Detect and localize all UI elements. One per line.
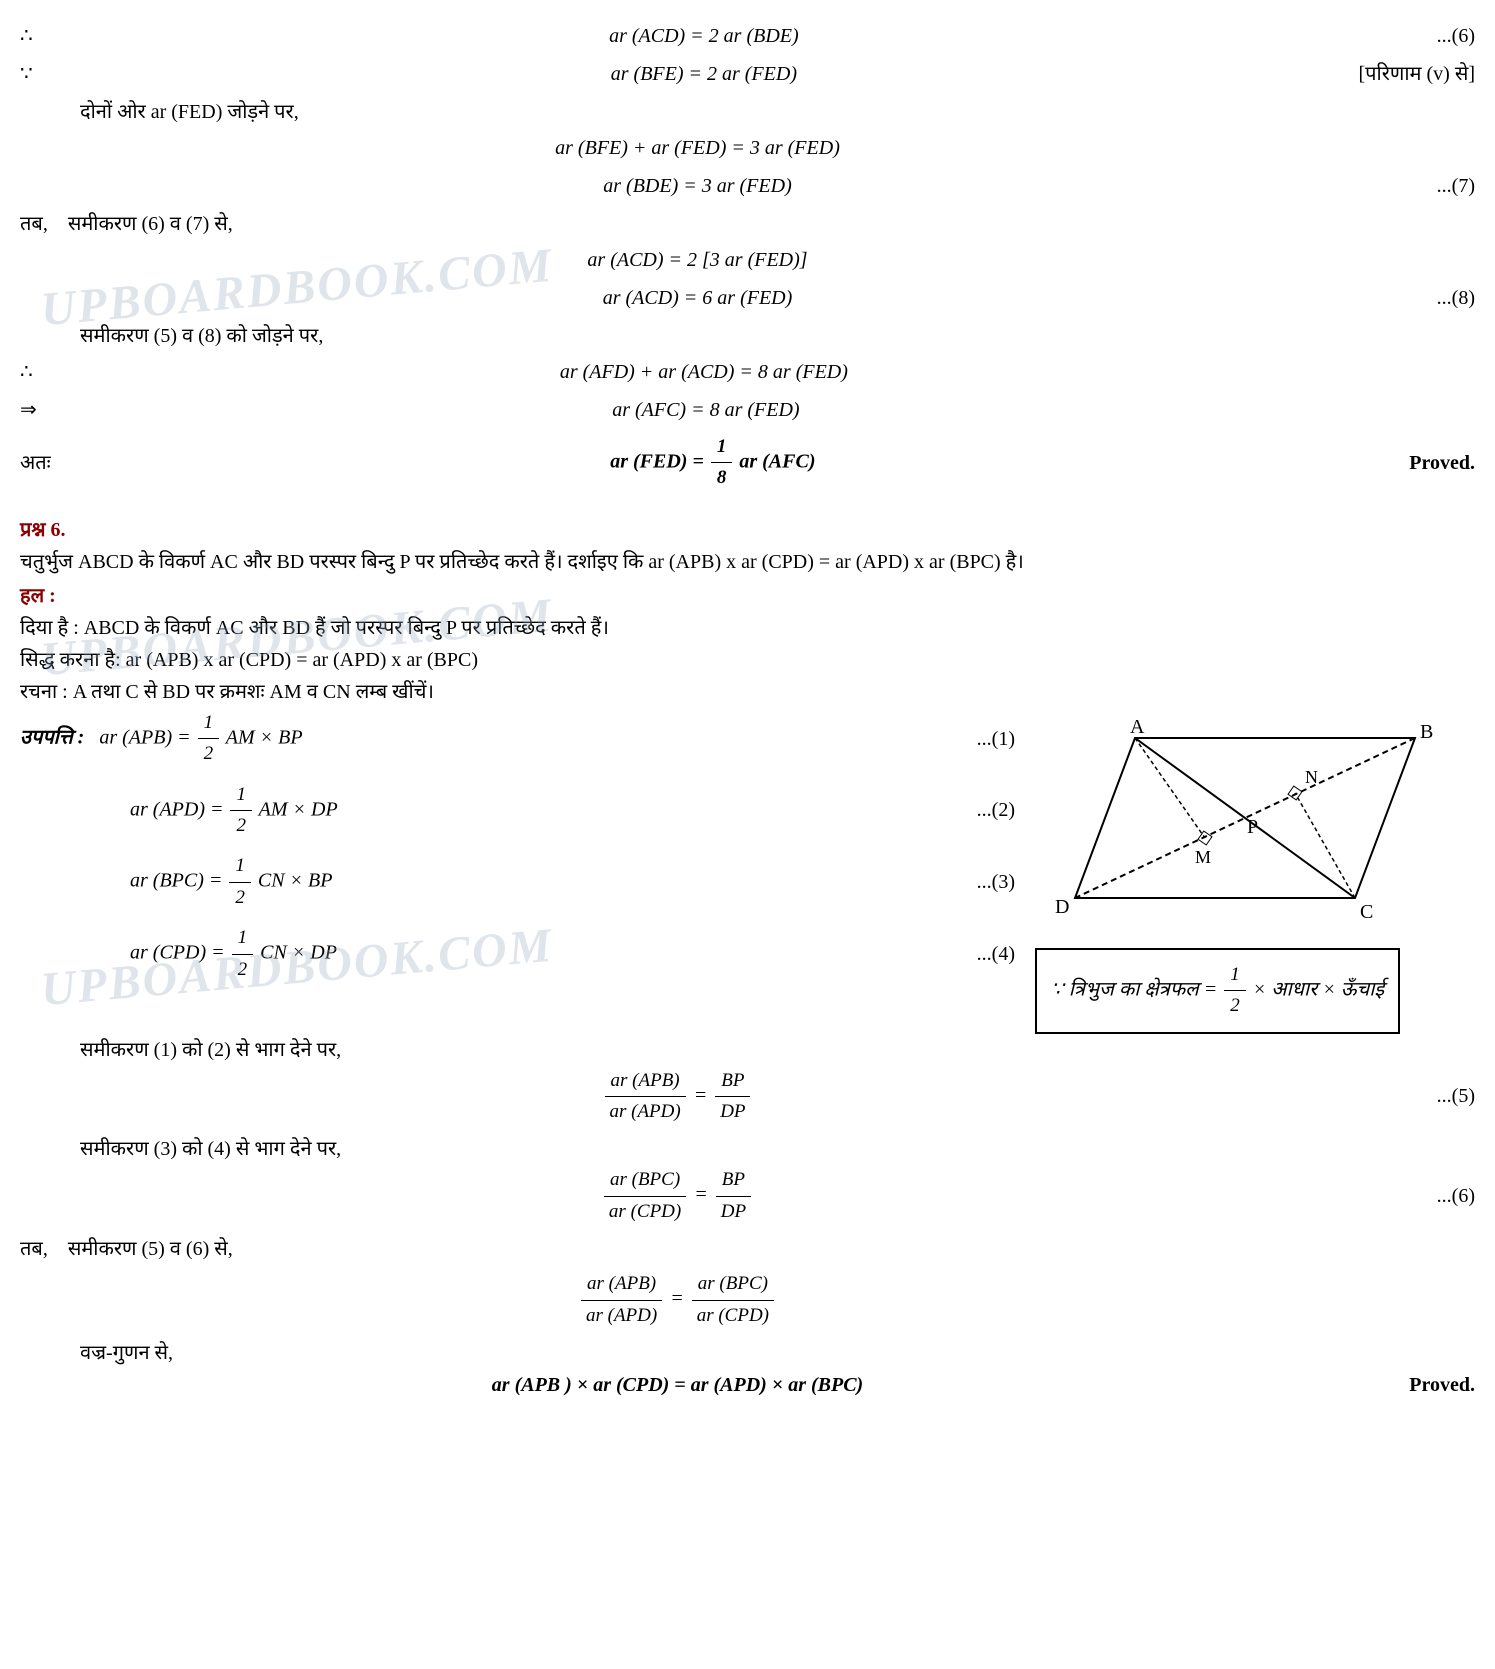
equation: ar (ACD) = 6 ar (FED) xyxy=(60,282,1335,314)
equation-line: ar (ACD) = 6 ar (FED) ...(8) xyxy=(20,282,1475,314)
equation-number: ...(6) xyxy=(1335,1180,1475,1212)
equation-line: ⇒ ar (AFC) = 8 ar (FED) xyxy=(20,394,1475,426)
equation-line: ar (APB)ar (APD) = ar (BPC)ar (CPD) xyxy=(20,1269,1475,1331)
final-equation: ar (APB ) × ar (CPD) = ar (APD) × ar (BP… xyxy=(20,1369,1335,1401)
equation-line: ar (BPC)ar (CPD) = BPDP ...(6) xyxy=(20,1165,1475,1227)
equation-line: ar (CPD) = 12 CN × DP ...(4) xyxy=(20,923,1015,985)
atah-text: अतः xyxy=(20,447,91,479)
equation-line: ar (ACD) = 2 [3 ar (FED)] xyxy=(20,244,1475,276)
equation: ar (ACD) = 2 ar (BDE) xyxy=(73,20,1335,52)
text-line: वज्र-गुणन से, xyxy=(20,1337,1475,1369)
equation-line: उपपत्ति : ar (APB) = 12 AM × BP ...(1) xyxy=(20,708,1015,770)
proved-text: Proved. xyxy=(1335,1369,1475,1401)
label-p: P xyxy=(1247,816,1258,838)
equation-line: ar (BDE) = 3 ar (FED) ...(7) xyxy=(20,170,1475,202)
equation-line: ar (BFE) + ar (FED) = 3 ar (FED) xyxy=(20,132,1475,164)
equation: ar (AFD) + ar (ACD) = 8 ar (FED) xyxy=(73,356,1335,388)
equation-line: ar (APD) = 12 AM × DP ...(2) xyxy=(20,780,1015,842)
label-m: M xyxy=(1195,847,1211,867)
equation: ar (BDE) = 3 ar (FED) xyxy=(60,170,1335,202)
text-line: समीकरण (3) को (4) से भाग देने पर, xyxy=(20,1133,1475,1165)
text-line: तब, समीकरण (5) व (6) से, xyxy=(20,1233,1475,1265)
equation-line: अतः ar (FED) = 18 ar (AFC) Proved. xyxy=(20,432,1475,494)
therefore-symbol: ∴ xyxy=(20,20,73,52)
equation-number: ...(8) xyxy=(1335,282,1475,314)
equation-line: ar (APB ) × ar (CPD) = ar (APD) × ar (BP… xyxy=(20,1369,1475,1401)
label-n: N xyxy=(1305,767,1318,787)
solution-label: हल : xyxy=(20,580,1475,612)
equation: ar (ACD) = 2 [3 ar (FED)] xyxy=(60,244,1335,276)
text: समीकरण (6) व (7) से, xyxy=(68,208,233,240)
quadrilateral-diagram: A B C D P M N xyxy=(1035,718,1475,938)
equation-number: ...(7) xyxy=(1335,170,1475,202)
equation: ar (AFC) = 8 ar (FED) xyxy=(77,394,1335,426)
text-line: समीकरण (5) व (8) को जोड़ने पर, xyxy=(20,320,1475,352)
equation-number: ...(1) xyxy=(945,723,1015,755)
tab-text: तब, xyxy=(20,208,68,240)
equation-line: ∴ ar (ACD) = 2 ar (BDE) ...(6) xyxy=(20,20,1475,52)
equation-number: ...(5) xyxy=(1335,1080,1475,1112)
text-line: समीकरण (1) को (2) से भाग देने पर, xyxy=(20,1034,1475,1066)
proved-text: Proved. xyxy=(1335,447,1475,479)
equation-number: ...(3) xyxy=(945,866,1015,898)
equation-line: ar (APB)ar (APD) = BPDP ...(5) xyxy=(20,1066,1475,1128)
text-line: दोनों ओर ar (FED) जोड़ने पर, xyxy=(20,96,1475,128)
equation-number: ...(2) xyxy=(945,794,1015,826)
equation-ref: [परिणाम (v) से] xyxy=(1335,58,1475,90)
formula-box: ∵ त्रिभुज का क्षेत्रफल = 12 × आधार × ऊँच… xyxy=(1035,948,1400,1034)
label-b: B xyxy=(1420,721,1433,743)
construction-text: रचना : A तथा C से BD पर क्रमशः AM व CN ल… xyxy=(20,676,1475,708)
toprove-text: सिद्ध करना है: ar (APB) x ar (CPD) = ar … xyxy=(20,644,1475,676)
equation-number: ...(6) xyxy=(1335,20,1475,52)
because-symbol: ∵ xyxy=(20,58,73,90)
question-header: प्रश्न 6. xyxy=(20,514,1475,546)
equation: ar (BFE) = 2 ar (FED) xyxy=(73,58,1335,90)
equation-final: ar (FED) = 18 ar (AFC) xyxy=(91,432,1335,494)
arrow-symbol: ⇒ xyxy=(20,394,77,426)
text-line: तब, समीकरण (6) व (7) से, xyxy=(20,208,1475,240)
therefore-symbol: ∴ xyxy=(20,356,73,388)
question-text: चतुर्भुज ABCD के विकर्ण AC और BD परस्पर … xyxy=(20,546,1475,578)
equation-number: ...(4) xyxy=(945,938,1015,970)
label-c: C xyxy=(1360,901,1373,923)
equation: ar (BFE) + ar (FED) = 3 ar (FED) xyxy=(60,132,1335,164)
label-a: A xyxy=(1130,718,1145,738)
given-text: दिया है : ABCD के विकर्ण AC और BD हैं जो… xyxy=(20,612,1475,644)
equation-line: ∴ ar (AFD) + ar (ACD) = 8 ar (FED) xyxy=(20,356,1475,388)
equation-line: ar (BPC) = 12 CN × BP ...(3) xyxy=(20,851,1015,913)
label-d: D xyxy=(1055,896,1069,918)
equation-line: ∵ ar (BFE) = 2 ar (FED) [परिणाम (v) से] xyxy=(20,58,1475,90)
